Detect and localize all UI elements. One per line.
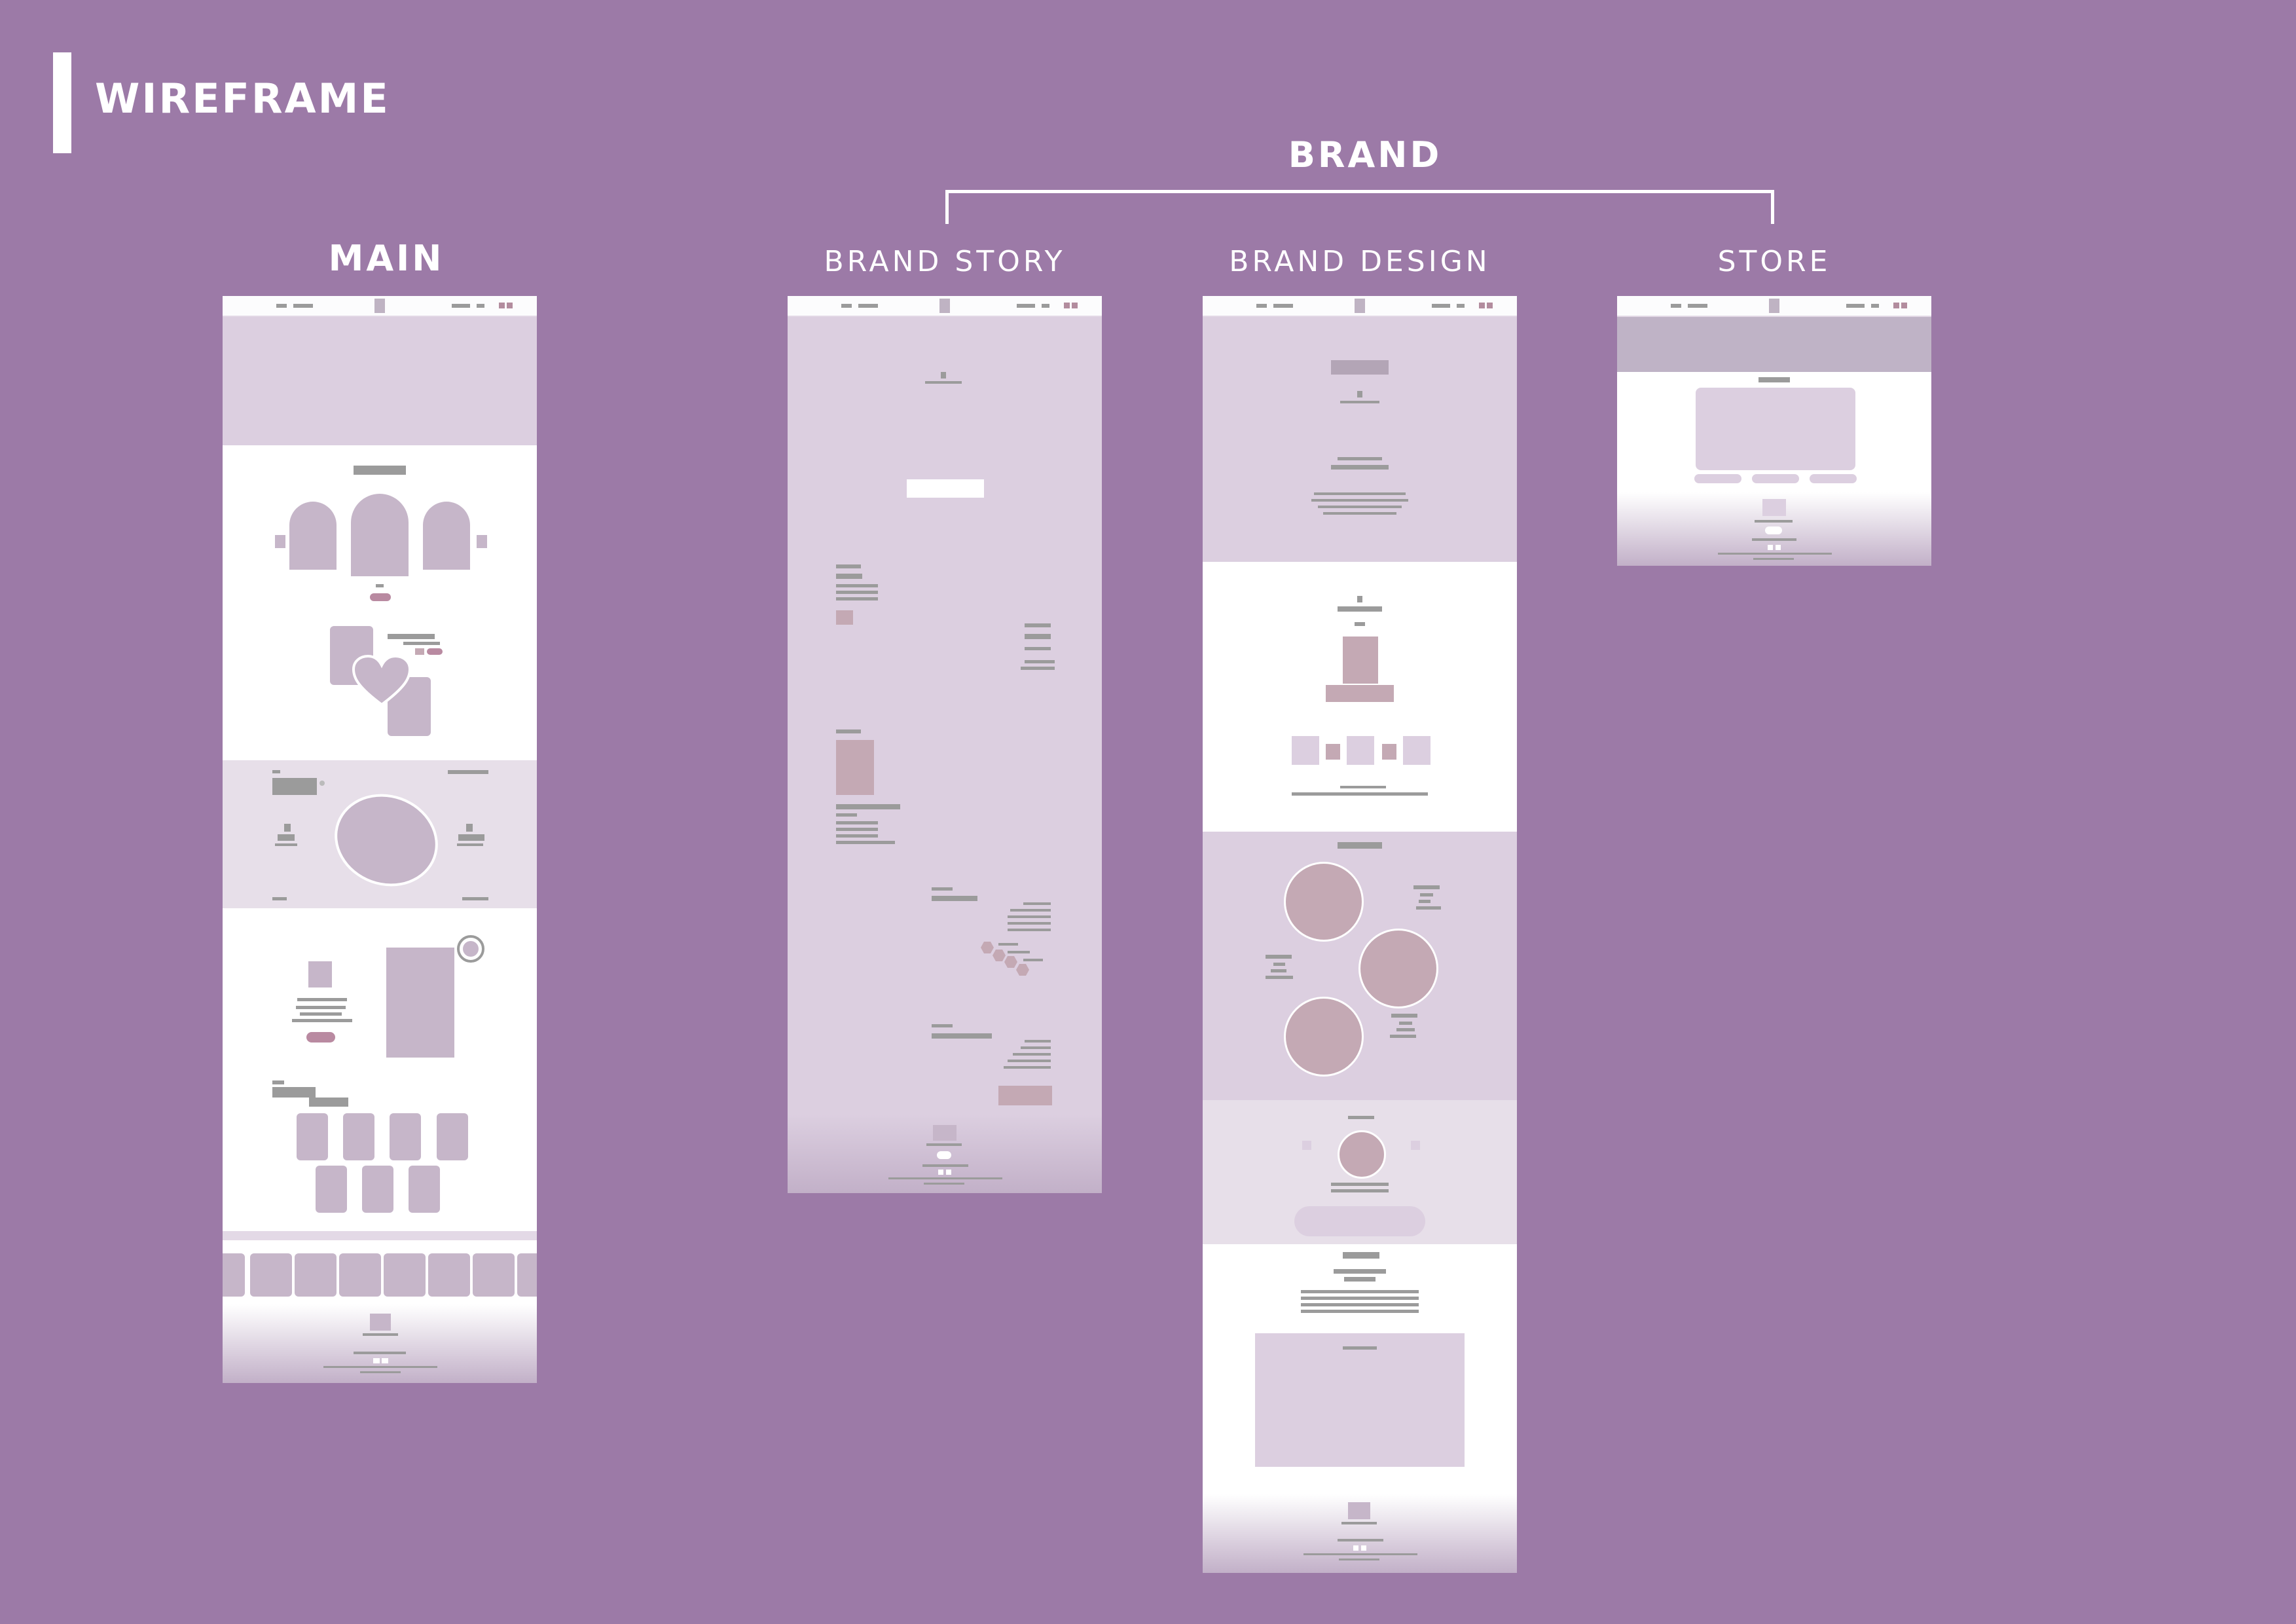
design-circle-3 [1284, 997, 1364, 1077]
brand-story-wireframe [788, 296, 1102, 1193]
brand-story-nav [788, 296, 1102, 317]
brand-group-label: BRAND [1288, 134, 1442, 175]
design-pill-field [1294, 1206, 1425, 1236]
main-wireframe [223, 296, 537, 1383]
story-banner [907, 479, 984, 498]
store-nav [1617, 296, 1931, 317]
store-wireframe [1617, 296, 1931, 566]
story-image [836, 740, 874, 795]
brand-design-wireframe [1203, 296, 1517, 1573]
design-avatar [1338, 1130, 1386, 1179]
main-cta-pill [370, 593, 391, 601]
main-nav [223, 296, 537, 317]
arch-right [423, 502, 470, 570]
arch-left [289, 502, 337, 570]
product-image [386, 948, 454, 1058]
main-hero [223, 317, 537, 445]
heart-icon [352, 654, 412, 707]
main-label: MAIN [328, 238, 445, 279]
brand-design-nav [1203, 296, 1517, 317]
hexagon-cluster [977, 940, 1049, 986]
design-bottle [1343, 637, 1378, 684]
title-accent-bar [53, 52, 71, 153]
brand-group-bracket [945, 190, 1774, 224]
store-label: STORE [1717, 245, 1831, 278]
page-title: WIREFRAME [95, 75, 390, 122]
circle-badge [457, 935, 484, 963]
brand-design-label: BRAND DESIGN [1229, 245, 1491, 278]
design-circle-2 [1358, 929, 1438, 1008]
arch-center [351, 494, 409, 576]
design-media-box [1255, 1333, 1465, 1467]
design-circle-1 [1284, 862, 1364, 942]
store-map [1696, 388, 1855, 470]
brand-story-label: BRAND STORY [824, 245, 1066, 278]
